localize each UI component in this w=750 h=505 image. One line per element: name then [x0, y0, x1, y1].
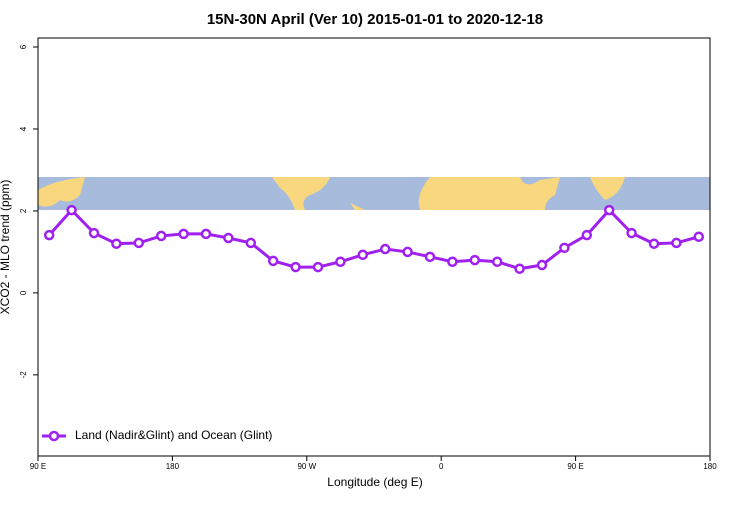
data-point [312, 261, 324, 273]
data-point [648, 238, 660, 249]
data-point [402, 246, 413, 258]
data-point [178, 228, 189, 240]
legend-marker [48, 430, 60, 442]
data-point [111, 238, 122, 249]
y-tick-label: 6 [19, 44, 28, 49]
data-point [88, 227, 100, 239]
y-tick-label: 4 [19, 126, 28, 131]
data-point [559, 242, 570, 254]
data-line [48, 207, 700, 271]
chart-title: 15N-30N April (Ver 10) 2015-01-01 to 202… [207, 11, 543, 28]
data-point [245, 237, 257, 249]
data-point [43, 229, 55, 241]
data-point [66, 204, 77, 216]
x-tick-label: 0 [439, 462, 444, 471]
x-tick-label: 90 W [297, 462, 316, 471]
x-axis-label: Longitude (deg E) [327, 475, 422, 489]
data-point [671, 237, 682, 249]
data-point [155, 230, 167, 242]
data-point [626, 227, 637, 239]
data-point [424, 251, 436, 263]
data-point [357, 249, 369, 261]
x-tick-label: 180 [703, 462, 717, 471]
data-point [379, 243, 391, 255]
legend-label: Land (Nadir&Glint) and Ocean (Glint) [75, 428, 272, 442]
data-point [693, 231, 705, 243]
x-tick-label: 180 [166, 462, 180, 471]
y-tick-label: 2 [19, 208, 28, 213]
data-point [469, 254, 481, 266]
data-point [581, 229, 593, 241]
data-point [447, 256, 458, 268]
plot-frame [37, 37, 711, 457]
y-axis-label: XCO2 - MLO trend (ppm) [0, 180, 12, 315]
data-point [267, 255, 279, 267]
data-point [200, 228, 212, 240]
data-point [133, 237, 145, 249]
data-point [514, 263, 525, 274]
y-tick-label: -2 [19, 371, 28, 379]
data-point [223, 232, 234, 244]
data-point [536, 259, 548, 271]
y-tick-label: 0 [19, 290, 28, 295]
world-map-strip [38, 177, 710, 210]
data-point [491, 256, 503, 268]
data-point [603, 204, 615, 216]
data-point [290, 261, 301, 273]
x-tick-label: 90 E [567, 462, 583, 471]
x-tick-label: 90 E [30, 462, 46, 471]
data-point [335, 256, 346, 268]
